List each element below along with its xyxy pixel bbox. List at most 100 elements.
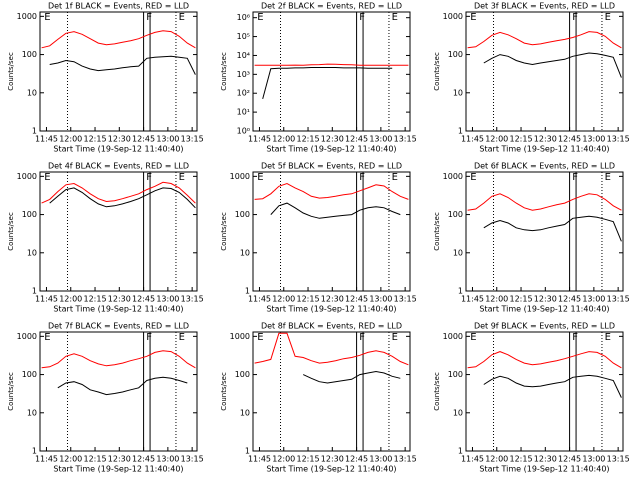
marker-label: F <box>359 172 365 183</box>
y-tick-label: 1000 <box>443 172 463 181</box>
x-tick-label: 13:00 <box>156 295 179 304</box>
x-tick-label: 12:00 <box>485 455 508 464</box>
x-tick-label: 12:45 <box>345 455 368 464</box>
marker-label: E <box>44 172 50 183</box>
x-tick-label: 12:00 <box>272 135 295 144</box>
x-tick-label: 12:00 <box>485 295 508 304</box>
x-tick-label: 11:45 <box>461 135 484 144</box>
x-tick-label: 13:00 <box>582 455 605 464</box>
series-line <box>467 351 622 369</box>
x-tick-label: 12:30 <box>534 135 557 144</box>
x-tick-label: 13:15 <box>607 455 630 464</box>
x-tick-label: 12:00 <box>272 455 295 464</box>
marker-label: E <box>470 172 476 183</box>
x-tick-label: 11:45 <box>461 455 484 464</box>
series-line <box>254 63 409 66</box>
series-line <box>483 215 622 242</box>
x-tick-label: 12:45 <box>558 295 581 304</box>
x-tick-label: 11:45 <box>248 135 271 144</box>
x-tick-label: 12:30 <box>108 295 131 304</box>
y-tick-label: 100 <box>235 370 250 379</box>
y-tick-label: 1000 <box>230 332 250 341</box>
x-tick-label: 13:00 <box>369 455 392 464</box>
marker-label: E <box>605 332 611 343</box>
x-tick-label: 13:15 <box>181 295 204 304</box>
panel: Det 3f BLACK = Events, RED = LLD Start Ti… <box>433 2 630 154</box>
y-tick-label: 10 <box>453 248 463 257</box>
series-line <box>467 31 622 49</box>
y-tick-label: 10 <box>27 88 37 97</box>
x-tick-label: 13:15 <box>394 455 417 464</box>
y-axis-label: Counts/sec <box>433 212 441 251</box>
y-tick-label: 1000 <box>443 332 463 341</box>
panel: Det 9f BLACK = Events, RED = LLD Start Ti… <box>433 322 630 474</box>
x-tick-label: 12:00 <box>272 295 295 304</box>
plot-frame <box>39 11 198 132</box>
x-axis-label: Start Time (19-Sep-12 11:40:40) <box>479 145 609 154</box>
plot-frame <box>252 11 411 132</box>
chart-title: Det 9f BLACK = Events, RED = LLD <box>474 322 615 331</box>
x-tick-label: 12:15 <box>83 295 106 304</box>
y-axis-label: Counts/sec <box>433 372 441 411</box>
y-tick-label: 1 <box>458 127 463 136</box>
y-tick-label: 10 <box>27 408 37 417</box>
x-tick-label: 12:45 <box>558 135 581 144</box>
x-axis-label: Start Time (19-Sep-12 11:40:40) <box>266 145 396 154</box>
x-tick-label: 13:15 <box>607 295 630 304</box>
x-tick-label: 12:30 <box>321 135 344 144</box>
x-tick-label: 11:45 <box>35 455 58 464</box>
y-tick-label: 1 <box>245 447 250 456</box>
chart-title: Det 3f BLACK = Events, RED = LLD <box>474 2 615 11</box>
y-tick-label: 100 <box>448 210 463 219</box>
x-tick-label: 13:00 <box>369 295 392 304</box>
marker-label: E <box>257 332 263 343</box>
panel: Det 8f BLACK = Events, RED = LLD Start Ti… <box>220 322 417 474</box>
plot-frame <box>465 11 624 132</box>
x-tick-label: 12:15 <box>83 455 106 464</box>
x-tick-label: 12:15 <box>296 455 319 464</box>
x-tick-label: 12:00 <box>59 295 82 304</box>
y-tick-label: 1000 <box>230 172 250 181</box>
series-line <box>483 52 622 78</box>
y-tick-label: 1 <box>32 127 37 136</box>
x-tick-label: 12:30 <box>534 295 557 304</box>
chart-title: Det 4f BLACK = Events, RED = LLD <box>48 162 189 171</box>
marker-label: E <box>605 172 611 183</box>
x-tick-label: 12:30 <box>321 295 344 304</box>
y-tick-label: 1000 <box>17 12 37 21</box>
y-tick-label: 1000 <box>443 12 463 21</box>
x-tick-label: 13:00 <box>369 135 392 144</box>
x-tick-label: 13:15 <box>394 135 417 144</box>
y-tick-label: 10¹ <box>237 108 250 117</box>
x-tick-label: 12:45 <box>558 455 581 464</box>
series-line <box>57 376 188 396</box>
marker-label: E <box>392 12 398 23</box>
x-tick-label: 13:15 <box>181 135 204 144</box>
y-tick-label: 1 <box>32 287 37 296</box>
x-tick-label: 12:00 <box>59 135 82 144</box>
x-tick-label: 12:45 <box>345 135 368 144</box>
x-tick-label: 12:30 <box>321 455 344 464</box>
x-axis-label: Start Time (19-Sep-12 11:40:40) <box>266 465 396 474</box>
x-axis-label: Start Time (19-Sep-12 11:40:40) <box>266 305 396 314</box>
x-tick-label: 12:45 <box>132 295 155 304</box>
series-line <box>467 193 622 211</box>
panel: Det 5f BLACK = Events, RED = LLD Start Ti… <box>220 162 417 314</box>
plot-frame <box>465 331 624 452</box>
x-axis-label: Start Time (19-Sep-12 11:40:40) <box>53 305 183 314</box>
chart-title: Det 5f BLACK = Events, RED = LLD <box>261 162 402 171</box>
x-tick-label: 12:15 <box>509 455 532 464</box>
x-tick-label: 13:00 <box>582 135 605 144</box>
panel: Det 7f BLACK = Events, RED = LLD Start Ti… <box>7 322 204 474</box>
x-tick-label: 12:15 <box>83 135 106 144</box>
chart-title: Det 1f BLACK = Events, RED = LLD <box>48 2 189 11</box>
y-tick-label: 1 <box>245 287 250 296</box>
series-line <box>483 374 622 398</box>
marker-label: F <box>572 332 578 343</box>
y-tick-label: 100 <box>448 50 463 59</box>
y-tick-label: 10⁴ <box>237 51 250 60</box>
y-tick-label: 100 <box>22 370 37 379</box>
x-tick-label: 12:00 <box>59 455 82 464</box>
